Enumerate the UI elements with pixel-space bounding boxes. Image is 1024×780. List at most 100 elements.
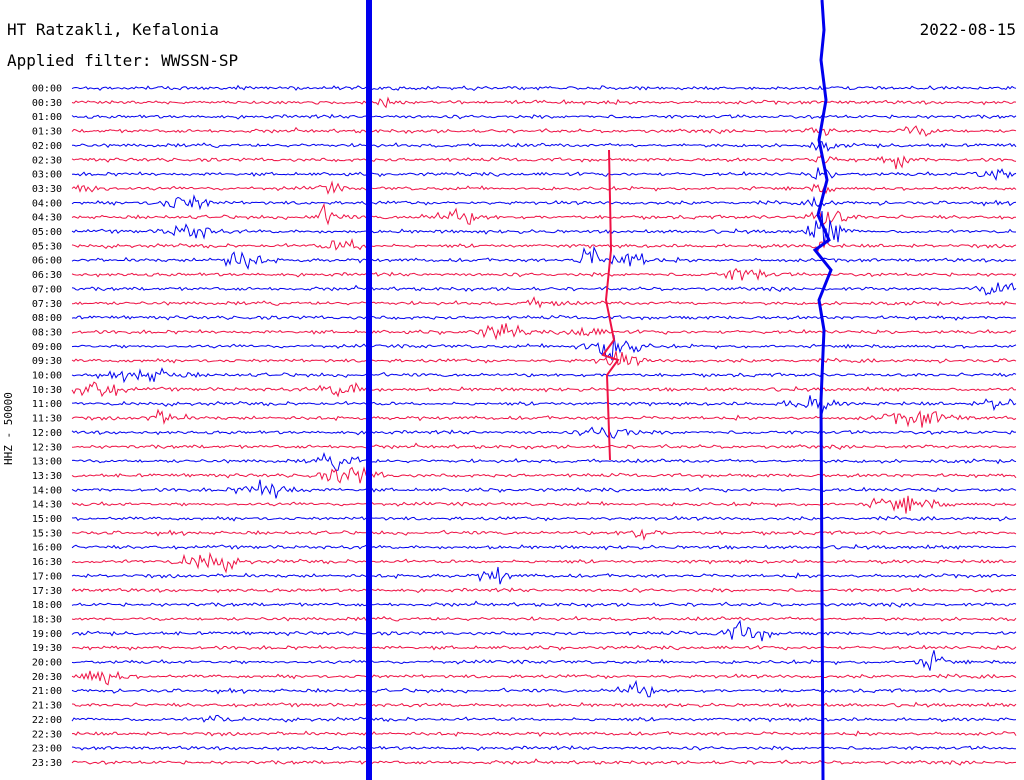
trace-13:30	[71, 466, 1017, 484]
trace-02:30	[71, 150, 1017, 170]
trace-15:00	[71, 515, 1017, 522]
trace-11:30	[71, 408, 1017, 428]
trace-09:30	[71, 350, 1017, 367]
trace-00:30	[71, 96, 1017, 109]
tick-label-08:30: 08:30	[32, 327, 62, 338]
trace-05:00	[71, 210, 1016, 247]
tick-label-13:30: 13:30	[32, 471, 62, 482]
tick-label-21:00: 21:00	[32, 686, 62, 697]
tick-label-18:00: 18:00	[32, 600, 62, 611]
tick-label-16:30: 16:30	[32, 557, 62, 568]
tick-label-12:30: 12:30	[32, 442, 62, 453]
tick-label-13:00: 13:00	[32, 457, 62, 468]
station-title: HT Ratzakli, Kefalonia	[7, 20, 219, 39]
tick-label-09:00: 09:00	[32, 342, 62, 353]
trace-18:00	[71, 600, 1017, 608]
tick-label-07:00: 07:00	[32, 284, 62, 295]
tick-label-05:30: 05:30	[32, 241, 62, 252]
trace-group	[71, 84, 1017, 766]
trace-07:00	[71, 282, 1017, 296]
trace-05:30	[71, 237, 1017, 253]
trace-14:30	[71, 495, 1017, 514]
tick-label-03:00: 03:00	[32, 170, 62, 181]
trace-13:00	[71, 452, 1017, 472]
trace-04:00	[71, 194, 1017, 211]
tick-label-04:30: 04:30	[32, 213, 62, 224]
trace-10:30	[71, 381, 1017, 398]
tick-label-22:30: 22:30	[32, 729, 62, 740]
tick-label-01:30: 01:30	[32, 127, 62, 138]
trace-06:30	[71, 267, 1017, 281]
tick-label-14:30: 14:30	[32, 500, 62, 511]
tick-label-19:30: 19:30	[32, 643, 62, 654]
tick-label-12:00: 12:00	[32, 428, 62, 439]
trace-17:30	[71, 587, 1017, 594]
tick-label-20:30: 20:30	[32, 672, 62, 683]
tick-label-10:00: 10:00	[32, 371, 62, 382]
trace-15:30	[71, 528, 1017, 541]
tick-label-00:00: 00:00	[32, 84, 62, 95]
trace-21:30	[71, 701, 1017, 709]
tick-label-11:30: 11:30	[32, 414, 62, 425]
trace-19:00	[71, 619, 1017, 642]
tick-label-02:30: 02:30	[32, 155, 62, 166]
tick-label-17:30: 17:30	[32, 586, 62, 597]
trace-08:30	[71, 323, 1017, 341]
tick-label-04:00: 04:00	[32, 198, 62, 209]
trace-16:00	[71, 543, 1017, 551]
trace-14:00	[71, 479, 1017, 499]
tick-label-09:30: 09:30	[32, 356, 62, 367]
trace-04:30	[71, 202, 1017, 226]
trace-20:30	[71, 670, 1017, 686]
tick-label-02:00: 02:00	[32, 141, 62, 152]
filter-label: Applied filter: WWSSN-SP	[7, 51, 239, 70]
trace-01:00	[71, 113, 1017, 120]
tick-label-00:30: 00:30	[32, 98, 62, 109]
tick-label-18:30: 18:30	[32, 614, 62, 625]
trace-09:00	[71, 335, 1017, 361]
tick-label-17:00: 17:00	[32, 571, 62, 582]
trace-20:00	[71, 650, 1017, 671]
tick-label-15:30: 15:30	[32, 528, 62, 539]
trace-16:30	[71, 551, 1017, 574]
trace-07:30	[71, 296, 1017, 309]
trace-10:00	[71, 367, 1017, 384]
glitch-column	[366, 0, 372, 780]
date-label: 2022-08-15	[919, 20, 1016, 39]
trace-23:30	[71, 758, 1017, 766]
trace-22:00	[71, 714, 1017, 723]
tick-label-11:00: 11:00	[32, 399, 62, 410]
trace-03:30	[71, 180, 1017, 195]
trace-19:30	[71, 644, 1017, 651]
trace-03:00	[71, 167, 1017, 181]
trace-12:00	[71, 426, 1017, 439]
tick-label-01:00: 01:00	[32, 112, 62, 123]
trace-23:00	[71, 745, 1017, 752]
tick-label-08:00: 08:00	[32, 313, 62, 324]
tick-label-06:00: 06:00	[32, 256, 62, 267]
trace-02:00	[72, 141, 1017, 152]
tick-label-22:00: 22:00	[32, 715, 62, 726]
tick-label-20:00: 20:00	[32, 658, 62, 669]
overlay-group	[366, 0, 833, 780]
tick-label-23:00: 23:00	[32, 744, 62, 755]
tick-label-10:30: 10:30	[32, 385, 62, 396]
trace-00:00	[71, 84, 1017, 92]
trace-11:00	[72, 395, 1017, 415]
tick-label-16:00: 16:00	[32, 543, 62, 554]
tick-label-19:00: 19:00	[32, 629, 62, 640]
trace-18:30	[71, 615, 1017, 622]
trace-17:00	[71, 566, 1016, 585]
tick-label-23:30: 23:30	[32, 758, 62, 769]
tick-label-group: 00:00 00:30 01:00 01:30 02:00 02:30 03:00 03:30…	[32, 84, 62, 769]
trace-12:30	[71, 442, 1017, 450]
tick-label-21:30: 21:30	[32, 701, 62, 712]
tick-label-06:30: 06:30	[32, 270, 62, 281]
quake-spike	[812, 0, 833, 780]
tick-label-05:00: 05:00	[32, 227, 62, 238]
trace-21:00	[71, 679, 1017, 698]
tick-label-14:00: 14:00	[32, 485, 62, 496]
tick-label-15:00: 15:00	[32, 514, 62, 525]
red-spike	[601, 149, 620, 461]
